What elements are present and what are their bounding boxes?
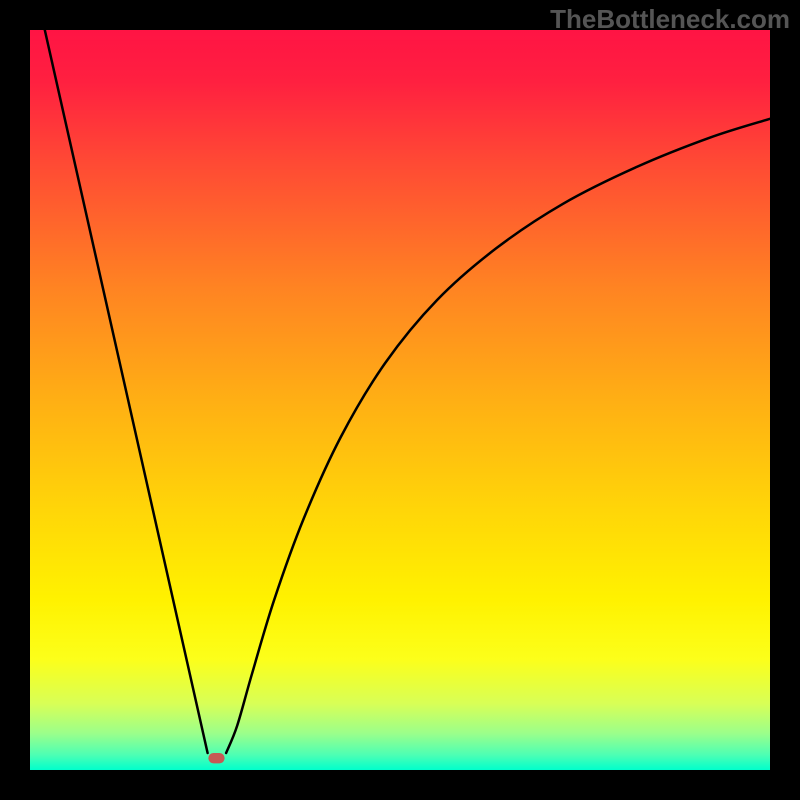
watermark-text: TheBottleneck.com — [550, 4, 790, 35]
chart-root: TheBottleneck.com — [0, 0, 800, 800]
bottleneck-chart — [0, 0, 800, 800]
optimal-point-marker — [208, 753, 224, 763]
gradient-background — [30, 30, 770, 770]
